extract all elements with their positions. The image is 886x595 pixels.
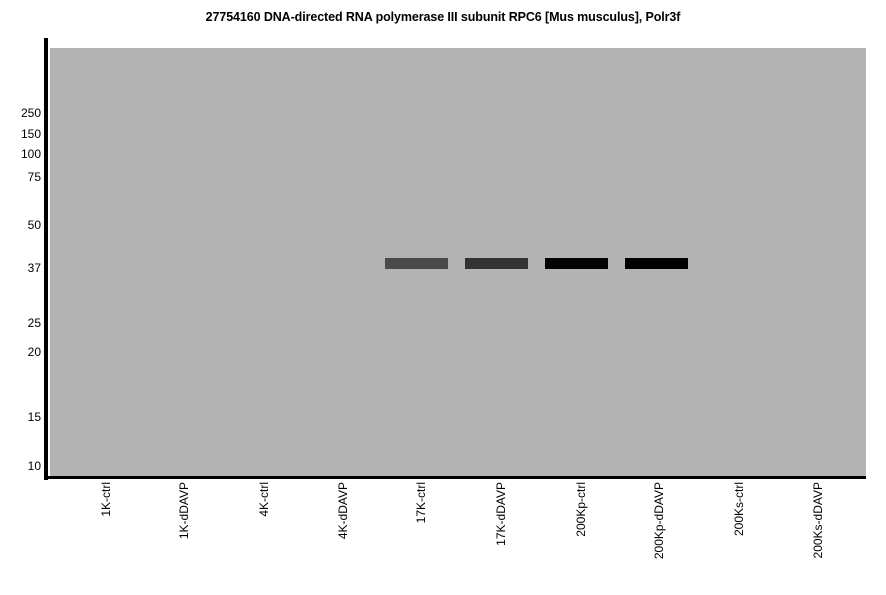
- y-tick-label: 20: [27, 345, 41, 359]
- x-tick-label-lane-0: 1K-ctrl: [99, 482, 113, 517]
- y-tick-label: 250: [20, 106, 41, 120]
- y-tick-label: 10: [27, 459, 41, 473]
- gel-band: [545, 258, 608, 269]
- x-axis-line: [44, 476, 866, 479]
- gel-plot-area: [50, 48, 866, 476]
- x-tick-label-lane-7: 200Kp-dDAVP: [652, 482, 666, 560]
- page-title: 27754160 DNA-directed RNA polymerase III…: [205, 10, 681, 24]
- x-tick-label-lane-8: 200Ks-ctrl: [732, 482, 746, 537]
- x-tick-label-lane-5: 17K-dDAVP: [494, 482, 508, 546]
- y-tick-label: 100: [20, 147, 41, 161]
- y-tick-label: 150: [20, 127, 41, 141]
- gel-band: [465, 258, 528, 269]
- gel-band: [385, 258, 448, 269]
- y-axis-tick-labels: 250 150 100 75 50 37 25 20 15 10: [0, 0, 44, 595]
- y-tick-label: 50: [27, 218, 41, 232]
- x-tick-label-lane-4: 17K-ctrl: [414, 482, 428, 524]
- x-tick-label-lane-6: 200Kp-ctrl: [574, 482, 588, 537]
- y-tick-label: 25: [27, 316, 41, 330]
- y-tick-label: 15: [27, 410, 41, 424]
- gel-band: [625, 258, 688, 269]
- y-axis-line: [44, 38, 48, 480]
- y-tick-label: 75: [27, 170, 41, 184]
- x-tick-label-lane-9: 200Ks-dDAVP: [811, 482, 825, 559]
- y-tick-label: 37: [27, 261, 41, 275]
- x-tick-label-lane-1: 1K-dDAVP: [177, 482, 191, 540]
- x-tick-label-lane-3: 4K-dDAVP: [336, 482, 350, 540]
- x-tick-label-lane-2: 4K-ctrl: [257, 482, 271, 517]
